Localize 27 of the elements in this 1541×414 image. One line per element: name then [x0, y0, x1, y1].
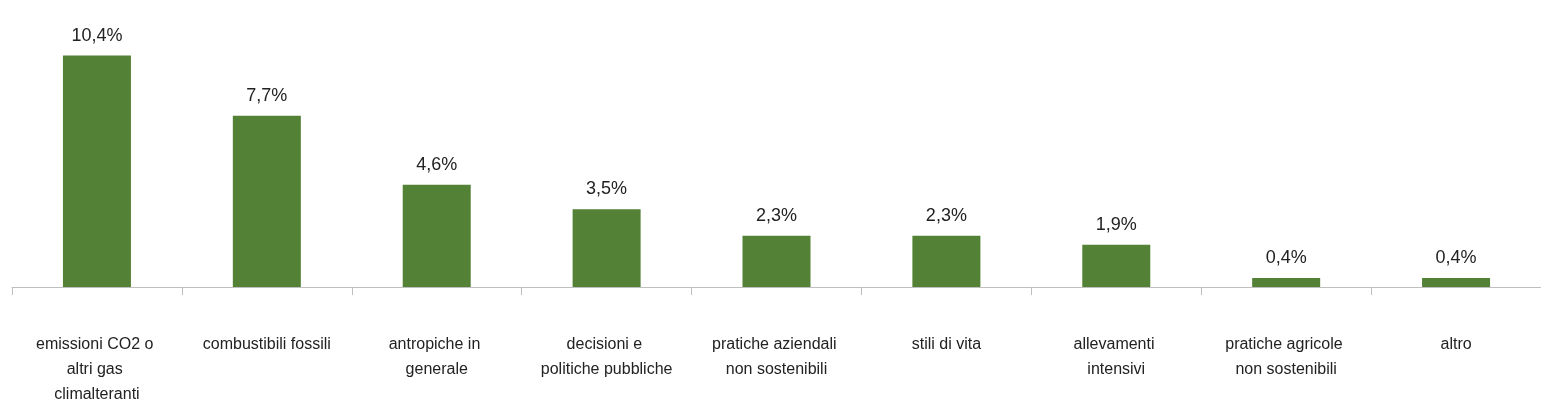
data-label: 2,3%	[925, 204, 967, 225]
x-tick-label: allevamenti intensivi	[1073, 335, 1159, 377]
x-tick-label: stili di vita	[911, 335, 982, 352]
bar	[232, 115, 301, 287]
bar	[402, 184, 471, 287]
x-tick-label: emissioni CO2 o altri gas climalteranti	[36, 335, 158, 402]
data-label: 0,4%	[1435, 247, 1477, 268]
bar	[1082, 244, 1151, 287]
x-tick-label: pratiche aziendali non sostenibili	[712, 335, 841, 377]
bar	[742, 235, 811, 287]
x-tick-label: pratiche agricole non sostenibili	[1225, 335, 1348, 377]
data-label: 0,4%	[1265, 247, 1307, 268]
x-tick-label: altro	[1440, 335, 1472, 352]
x-tick-label: antropiche in generale	[388, 335, 485, 377]
data-label: 4,6%	[416, 153, 458, 174]
data-label: 3,5%	[586, 178, 628, 199]
bar	[1252, 278, 1321, 287]
data-label: 1,9%	[1095, 213, 1137, 234]
x-tick-label: decisioni e politiche pubbliche	[540, 335, 673, 377]
data-label: 7,7%	[246, 84, 288, 105]
x-tick-label: combustibili fossili	[202, 335, 331, 352]
data-label: 2,3%	[755, 204, 798, 225]
bar	[572, 209, 641, 287]
bar	[1422, 278, 1491, 287]
bar	[912, 235, 981, 287]
data-label: 10,4%	[71, 24, 123, 45]
bar	[62, 55, 131, 287]
